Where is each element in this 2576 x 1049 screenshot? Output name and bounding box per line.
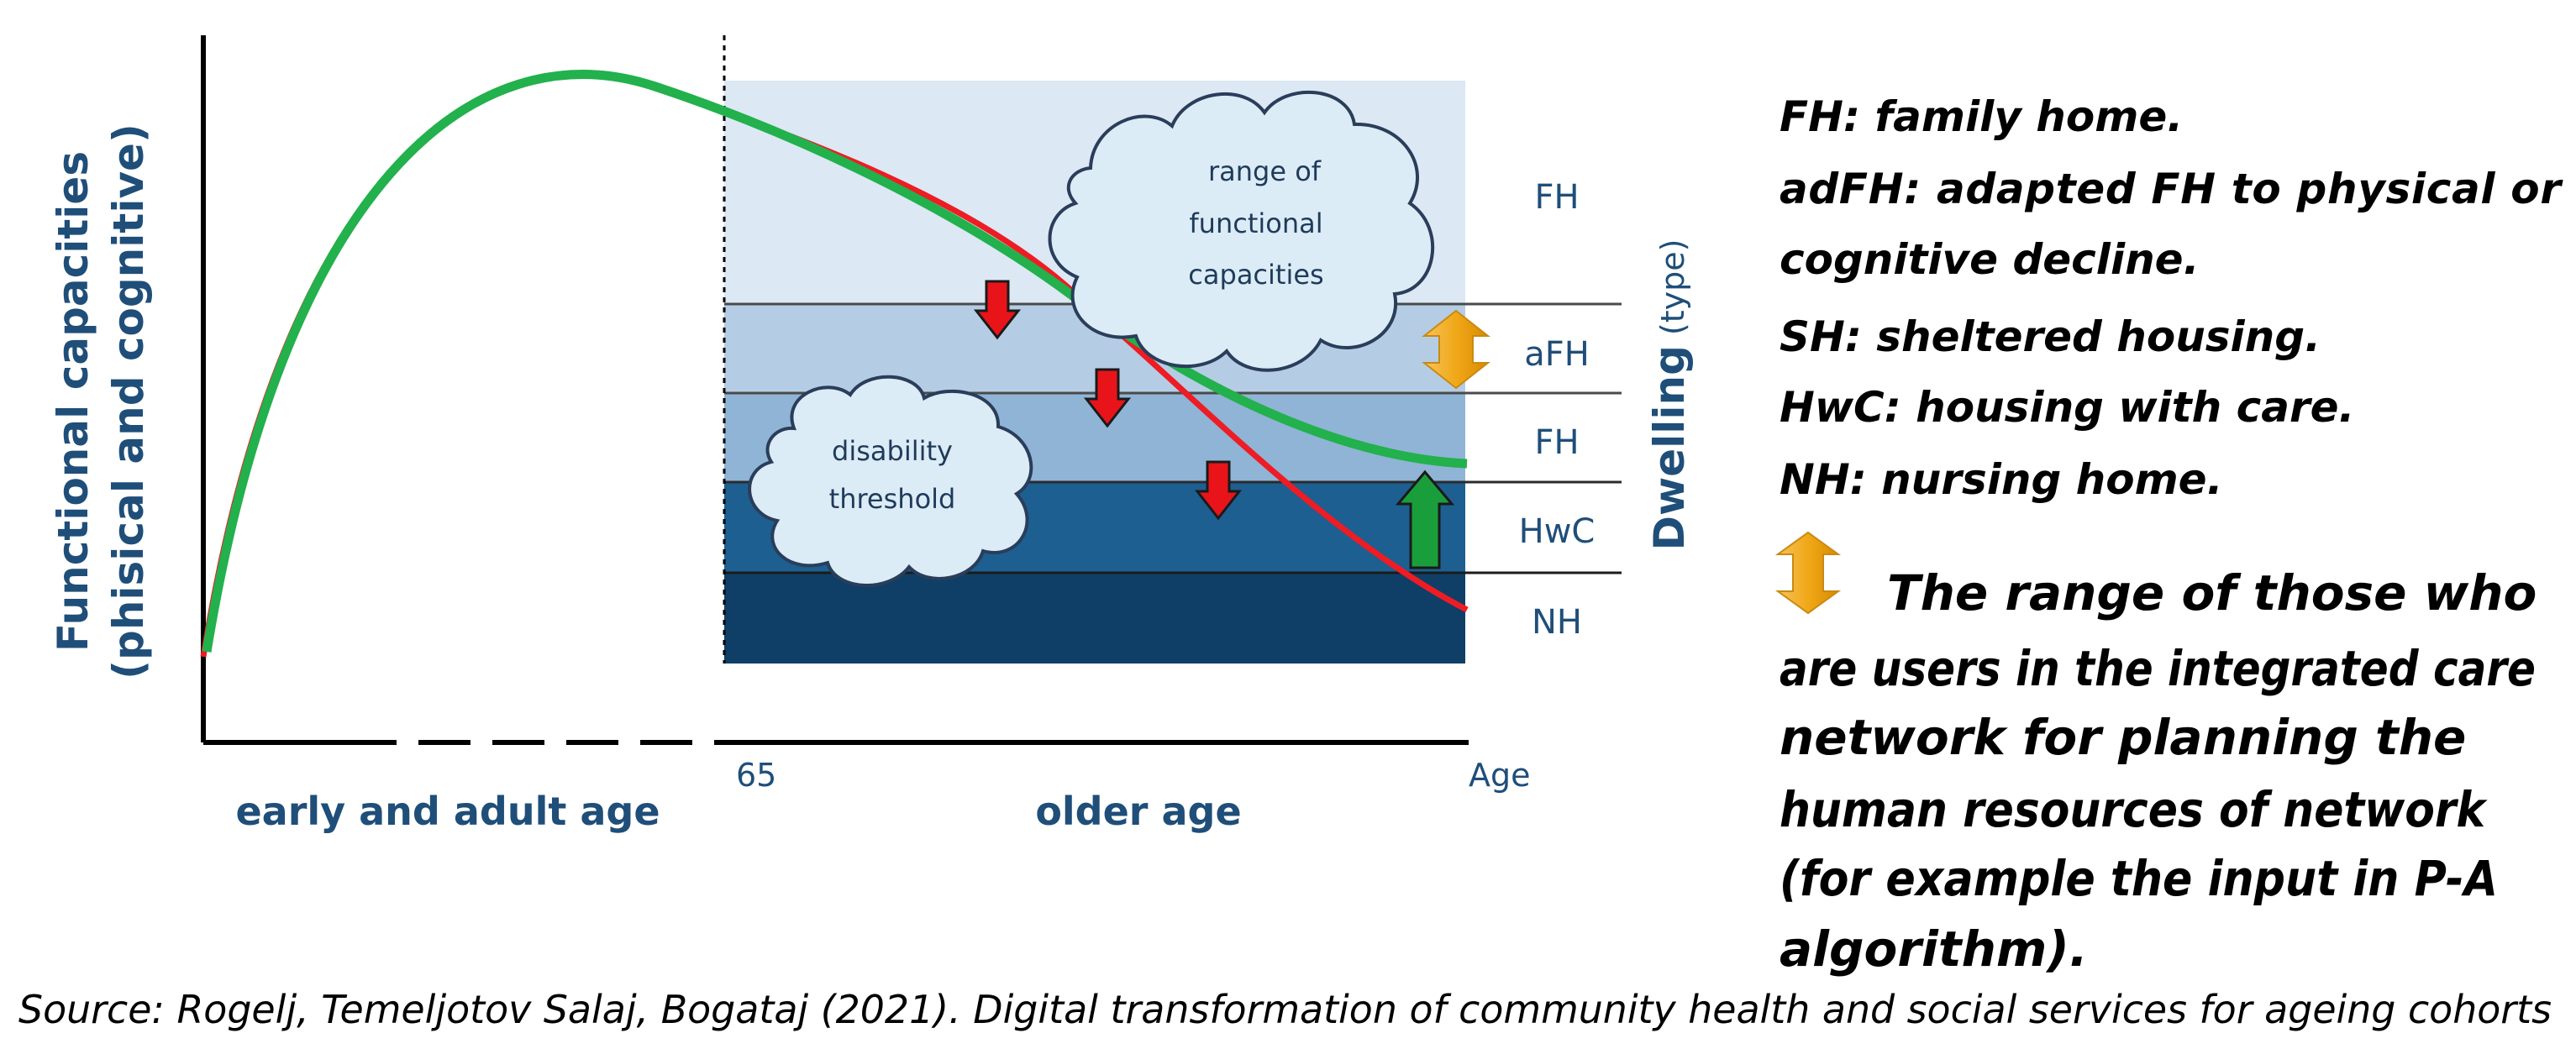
legend-item: SH: sheltered housing.	[1780, 312, 2321, 361]
band-label-afh: aFH	[1524, 335, 1590, 374]
band-label-fh-top: FH	[1534, 178, 1579, 217]
right-axis-title-main: Dwelling	[1645, 345, 1694, 550]
range-note-line: human resources of network	[1780, 781, 2488, 838]
range-note-line: The range of those who	[1887, 564, 2537, 622]
red-down-arrow-icon	[1083, 368, 1132, 428]
threshold-cloud-line1: disability	[832, 435, 953, 467]
range-cloud-shape	[1048, 90, 1435, 372]
legend-item: HwC: housing with care.	[1780, 383, 2355, 432]
x-tick-65: 65	[736, 757, 776, 794]
right-axis-title-sub: (type)	[1654, 239, 1691, 336]
red-down-arrow-icon	[973, 280, 1022, 340]
legend-item: NH: nursing home.	[1780, 455, 2223, 504]
range-note-line: are users in the integrated care	[1780, 640, 2536, 697]
orange-double-arrow-icon	[1774, 531, 1842, 615]
y-axis-title-line2: (phisical and cognitive)	[104, 123, 153, 679]
functional-capacity-curve	[202, 70, 1468, 653]
period-label-early: early and adult age	[235, 789, 660, 834]
range-note-line: network for planning the	[1780, 709, 2466, 766]
range-cloud-line1: range of	[1208, 155, 1322, 187]
period-label-older: older age	[1035, 789, 1241, 834]
legend-item: cognitive decline.	[1780, 235, 2200, 284]
range-cloud-line3: capacities	[1188, 259, 1323, 291]
source-caption: Source: Rogelj, Temeljotov Salaj, Bogata…	[18, 987, 2552, 1032]
range-cloud: range of functional capacities	[1048, 90, 1435, 372]
range-cloud-line2: functional	[1189, 207, 1322, 239]
band-label-fh-mid: FH	[1534, 423, 1579, 462]
threshold-cloud-line2: threshold	[829, 483, 956, 515]
threshold-cloud-shape	[748, 375, 1033, 587]
band-nh	[724, 573, 1465, 663]
range-note: The range of those who are users in the …	[1780, 564, 2537, 978]
threshold-cloud: disability threshold	[748, 375, 1033, 587]
legend-item: FH: family home.	[1780, 92, 2183, 141]
y-axis-title-line1: Functional capacities	[49, 151, 97, 652]
range-note-line: (for example the input in P-A	[1780, 850, 2498, 907]
red-down-arrow-icon	[1194, 460, 1243, 521]
legend-item: adFH: adapted FH to physical or	[1780, 165, 2563, 213]
range-note-line: algorithm).	[1780, 920, 2088, 978]
right-axis-title: Dwelling (type)	[1645, 239, 1694, 551]
band-label-hwc: HwC	[1519, 512, 1596, 551]
x-tick-age: Age	[1469, 757, 1531, 794]
legend: FH: family home. adFH: adapted FH to phy…	[1780, 92, 2563, 504]
band-label-nh: NH	[1532, 603, 1582, 642]
orange-double-arrow-icon	[1422, 309, 1490, 390]
svg-text:Dwelling(type): Dwelling (type)	[1645, 239, 1694, 551]
green-up-arrow-icon	[1395, 469, 1455, 569]
